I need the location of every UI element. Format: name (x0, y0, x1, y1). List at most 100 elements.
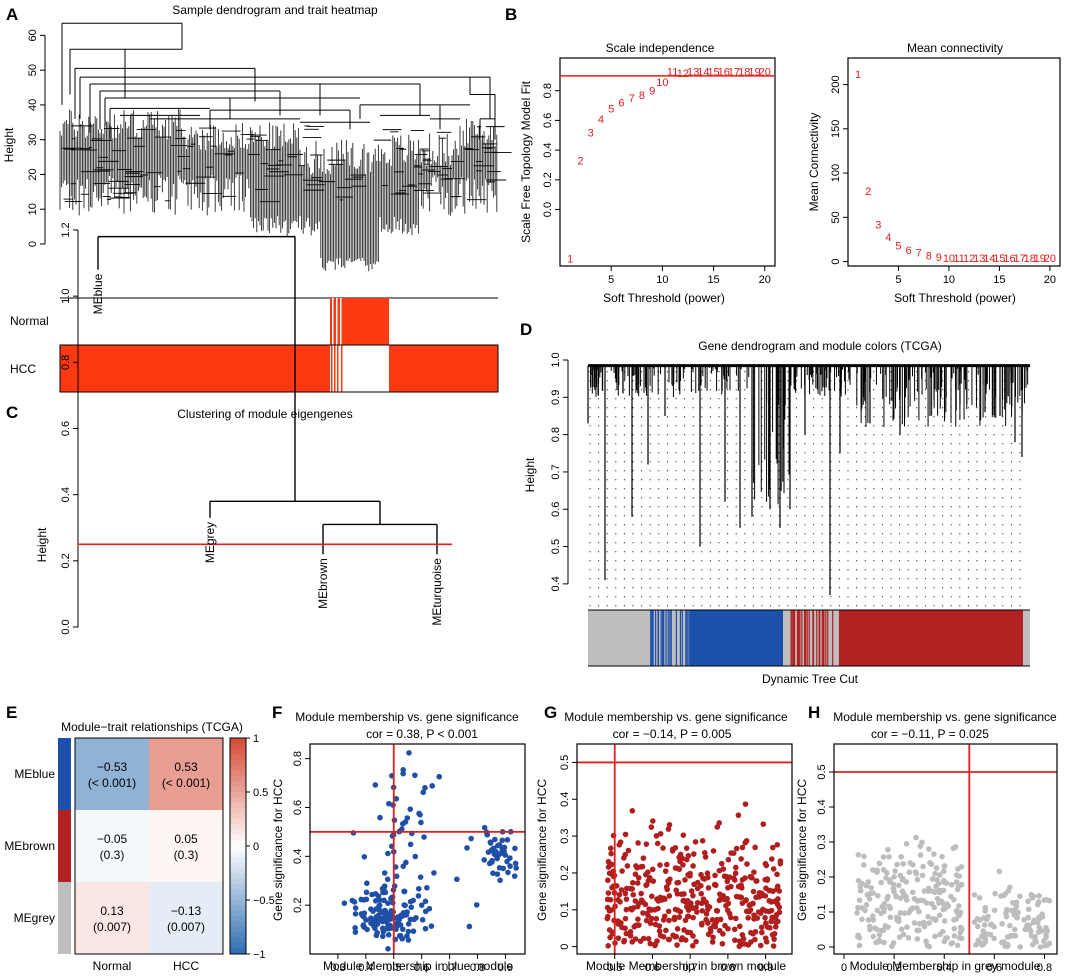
panel-b2-point-label: 20 (1044, 253, 1056, 265)
panel-c-y-axis: 0.0 0.2 0.4 0.6 0.8 1.0 1.2 (60, 222, 79, 635)
point (874, 907, 881, 914)
e-heat-frame (74, 737, 224, 955)
panel-g-x-tick-label: 0.6 (645, 962, 660, 974)
d-color-brown-stripe (806, 610, 808, 666)
point (771, 898, 778, 905)
e-legend-swatch (230, 889, 246, 896)
point (874, 867, 880, 874)
d-color-brown-stripe (796, 610, 799, 666)
panel-b2-y-tick-label: 0 (830, 259, 842, 265)
point (926, 943, 933, 950)
panel-h-y-tick-label: 0.5 (816, 764, 828, 779)
point (380, 909, 386, 915)
point (866, 923, 873, 930)
point (381, 888, 388, 895)
point (363, 889, 370, 896)
point (759, 929, 765, 936)
d-color-blue-stripe (670, 610, 672, 666)
e-cell (75, 882, 149, 954)
e-legend-swatch (230, 802, 246, 809)
point (374, 917, 381, 924)
point (900, 860, 906, 867)
d-color-brown-stripe (838, 610, 841, 666)
e-legend-swatch (230, 824, 246, 831)
panel-b2-point-label: 19 (1034, 253, 1046, 265)
c-leaf-label-meblue: MEblue (91, 273, 105, 314)
point (898, 926, 905, 932)
panel-b1-point-label: 8 (639, 90, 645, 102)
point (350, 830, 357, 836)
point (940, 868, 947, 875)
panel-b2-point-label: 5 (895, 241, 901, 253)
point (941, 863, 948, 870)
point (701, 876, 708, 882)
panel-h-x-tick-label: 0.2 (886, 962, 901, 974)
point (368, 915, 374, 921)
point (372, 925, 378, 932)
point (943, 880, 950, 886)
point (992, 890, 998, 897)
point (762, 915, 768, 921)
point (412, 772, 418, 779)
point (629, 807, 636, 814)
panel-b2-point-label: 14 (983, 253, 995, 265)
point (388, 895, 394, 902)
panel-b2-x-tick-label: 20 (1044, 274, 1056, 286)
point (874, 926, 880, 933)
point (607, 934, 613, 941)
panel-a-y-tick-label: 0 (27, 241, 39, 247)
point (666, 821, 673, 828)
point (1015, 909, 1021, 916)
panel-b2-point-label: 6 (906, 245, 912, 257)
point (975, 937, 981, 944)
point (898, 854, 904, 860)
point (777, 860, 784, 867)
d-color-brown-stripe (790, 610, 792, 666)
e-legend-swatch (230, 748, 246, 755)
point (927, 860, 933, 866)
point (732, 937, 738, 943)
panel-b1-point-label: 12 (677, 68, 689, 80)
d-color-brown-stripe (801, 610, 803, 666)
point (622, 831, 629, 838)
point (401, 888, 407, 895)
panel-b1-title: Scale independence (606, 41, 715, 55)
panel-a: Sample dendrogram and trait heatmap 0 10 2… (2, 3, 512, 393)
panel-f-x-tick-label: 0.5 (386, 962, 401, 974)
point (364, 880, 370, 887)
panel-b2-xlabel: Soft Threshold (power) (894, 291, 1016, 305)
point (1037, 944, 1044, 950)
point (876, 932, 883, 938)
e-row-label-meblue: MEblue (14, 767, 55, 781)
point (932, 933, 938, 940)
point (925, 913, 931, 920)
e-legend-swatch (230, 851, 246, 858)
point (380, 915, 387, 922)
point (727, 914, 734, 921)
point (422, 784, 428, 791)
e-cell-pvalue: (0.007) (167, 920, 205, 934)
panel-f-x-tick-label: 0.4 (358, 962, 373, 974)
point (410, 928, 417, 934)
panel-b1-y-tick-label: 0.0 (542, 202, 554, 217)
panel-b1-frame (559, 57, 776, 267)
point (724, 907, 731, 914)
panel-f-ylabel: Gene significance for HCC (271, 779, 285, 921)
point (906, 909, 912, 916)
point (678, 891, 685, 897)
point (1017, 893, 1023, 900)
point (903, 897, 910, 903)
point (466, 923, 473, 930)
e-legend-swatch (230, 835, 246, 842)
panel-b1-y-tick-label: 0.4 (542, 142, 554, 157)
panel-b2-y-tick-label: 100 (830, 164, 842, 182)
point (929, 900, 935, 907)
point (399, 821, 406, 827)
e-legend-swatch (230, 921, 246, 928)
point (914, 876, 921, 883)
e-legend-swatch (230, 927, 246, 933)
point (1017, 944, 1024, 950)
panel-f: Module membership vs. gene significance … (271, 710, 526, 974)
